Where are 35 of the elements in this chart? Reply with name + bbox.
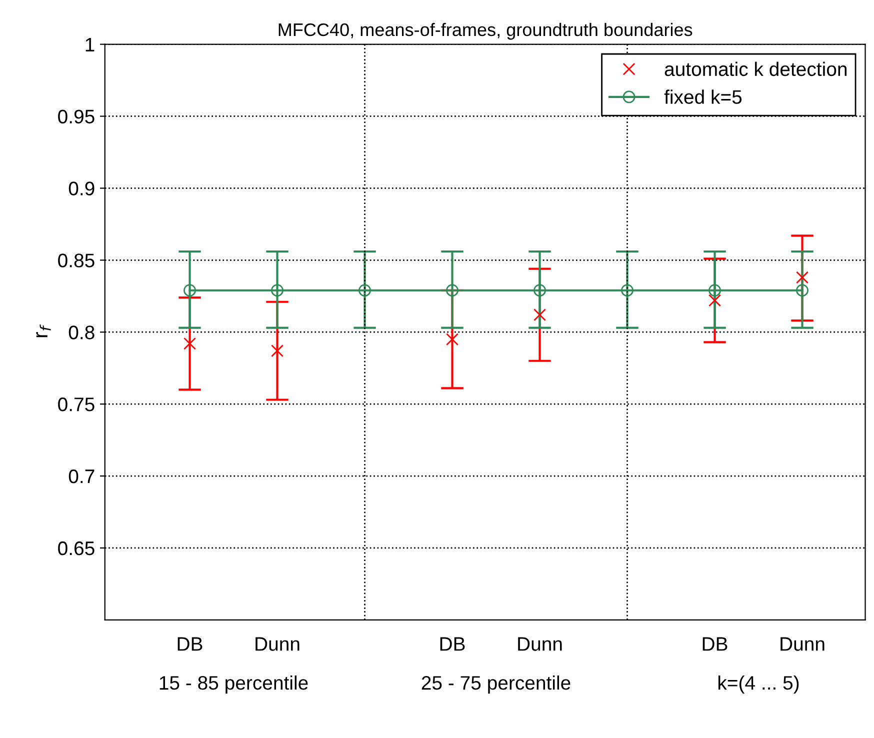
x-tick-label: DB bbox=[178, 637, 202, 651]
chart-title: MFCC40, means-of-frames, groundtruth boundaries bbox=[278, 22, 692, 40]
y-tick-label: 0.75 bbox=[58, 398, 94, 412]
x-tick-label: Dunn bbox=[518, 637, 562, 651]
point bbox=[446, 284, 459, 297]
point bbox=[358, 284, 372, 297]
point bbox=[184, 284, 196, 297]
x-tick-label: Dunn bbox=[780, 637, 824, 651]
text: 15 - 85 percentile bbox=[160, 675, 308, 694]
y-tick-label: 0.65 bbox=[58, 541, 94, 556]
point bbox=[796, 284, 809, 297]
y-tick-label: 1 bbox=[86, 38, 94, 52]
legend-label: automatic k detection bbox=[664, 62, 847, 76]
y-tick-label: 0.7 bbox=[68, 469, 94, 484]
point bbox=[271, 284, 284, 297]
x-tick-label: DB bbox=[440, 637, 465, 651]
point bbox=[796, 271, 809, 284]
point bbox=[534, 284, 546, 297]
point bbox=[184, 337, 196, 350]
point bbox=[708, 284, 722, 297]
y-tick-label: 0.9 bbox=[68, 182, 94, 196]
y-tick-label: 0.95 bbox=[58, 110, 94, 124]
x-tick-label: DB bbox=[702, 637, 728, 651]
point bbox=[621, 284, 634, 297]
y-tick-label: 0.85 bbox=[58, 254, 94, 268]
x-tick-label: Dunn bbox=[256, 637, 300, 651]
point bbox=[534, 308, 546, 322]
text: k=(4 ... 5) bbox=[718, 675, 799, 694]
y-tick-label: 0.8 bbox=[68, 326, 94, 340]
y-axis-title: r$_{f}$ bbox=[36, 324, 51, 338]
point bbox=[271, 344, 284, 358]
text: 25 - 75 percentile bbox=[422, 675, 570, 694]
legend-label: fixed k=5 bbox=[664, 90, 742, 104]
point bbox=[446, 333, 459, 346]
point bbox=[708, 294, 722, 307]
